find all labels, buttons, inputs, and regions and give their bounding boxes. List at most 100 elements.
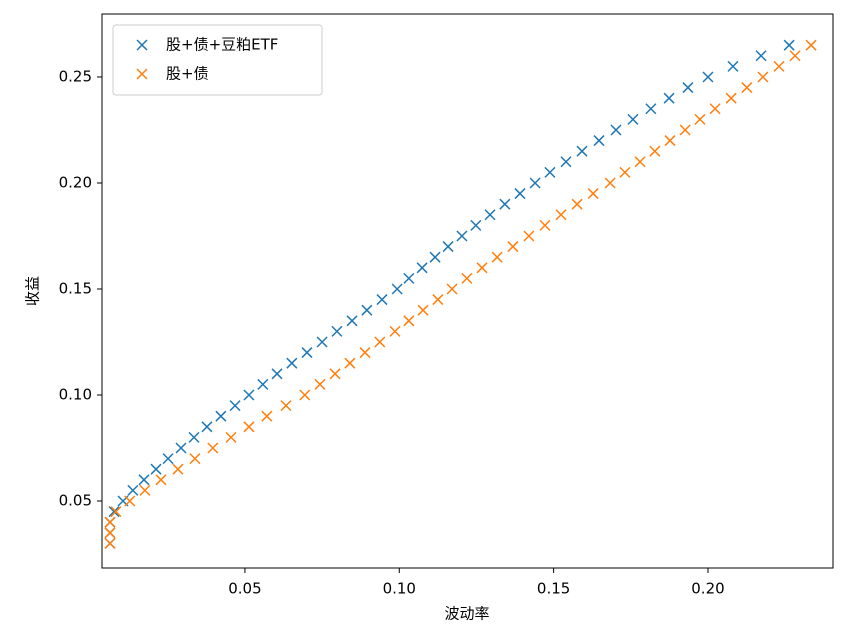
point bbox=[805, 39, 817, 51]
point bbox=[610, 124, 622, 136]
point bbox=[162, 453, 174, 465]
point bbox=[773, 60, 785, 72]
point bbox=[139, 484, 151, 496]
point bbox=[702, 71, 714, 83]
legend-marker bbox=[136, 39, 148, 51]
point bbox=[243, 389, 255, 401]
point bbox=[110, 506, 122, 518]
point bbox=[484, 209, 496, 221]
point bbox=[499, 198, 511, 210]
point bbox=[314, 378, 326, 390]
plot-frame bbox=[101, 13, 834, 569]
point bbox=[150, 463, 162, 475]
point bbox=[175, 442, 187, 454]
point bbox=[316, 336, 328, 348]
point bbox=[649, 145, 661, 157]
point bbox=[286, 357, 298, 369]
point bbox=[555, 209, 567, 221]
point bbox=[634, 156, 646, 168]
y-tick-label: 0.10 bbox=[59, 385, 92, 403]
point bbox=[229, 400, 241, 412]
point bbox=[783, 39, 795, 51]
point bbox=[403, 315, 415, 327]
point bbox=[108, 506, 120, 518]
x-tick-label: 0.20 bbox=[691, 580, 724, 598]
point bbox=[416, 262, 428, 274]
y-tick-label: 0.15 bbox=[59, 279, 92, 297]
point bbox=[757, 71, 769, 83]
point bbox=[789, 50, 801, 62]
point bbox=[207, 442, 219, 454]
point bbox=[391, 283, 403, 295]
point bbox=[755, 50, 767, 62]
y-tick-label: 0.05 bbox=[59, 492, 92, 510]
point bbox=[593, 135, 605, 147]
y-axis-label: 收益 bbox=[24, 276, 42, 306]
x-tick-label: 0.05 bbox=[228, 580, 261, 598]
point bbox=[470, 219, 482, 231]
point bbox=[344, 357, 356, 369]
point bbox=[257, 378, 269, 390]
point bbox=[576, 145, 588, 157]
point bbox=[476, 262, 488, 274]
legend-label: 股+债+豆粕ETF bbox=[166, 36, 278, 54]
y-tick-label: 0.25 bbox=[59, 67, 92, 85]
point bbox=[619, 166, 631, 178]
point bbox=[461, 272, 473, 284]
x-tick-label: 0.10 bbox=[383, 580, 416, 598]
point bbox=[694, 113, 706, 125]
point bbox=[539, 219, 551, 231]
point bbox=[331, 325, 343, 337]
point bbox=[188, 431, 200, 443]
point bbox=[442, 241, 454, 253]
point bbox=[491, 251, 503, 263]
point bbox=[301, 347, 313, 359]
legend-label: 股+债 bbox=[166, 65, 209, 83]
point bbox=[299, 389, 311, 401]
point bbox=[507, 241, 519, 253]
point bbox=[329, 368, 341, 380]
point bbox=[417, 304, 429, 316]
legend-box bbox=[112, 24, 323, 96]
point bbox=[741, 82, 753, 94]
point bbox=[679, 124, 691, 136]
point bbox=[374, 336, 386, 348]
point bbox=[271, 368, 283, 380]
point bbox=[104, 527, 116, 539]
point bbox=[663, 92, 675, 104]
point bbox=[571, 198, 583, 210]
point bbox=[155, 474, 167, 486]
point bbox=[725, 92, 737, 104]
point bbox=[587, 188, 599, 200]
point bbox=[446, 283, 458, 295]
point bbox=[346, 315, 358, 327]
point bbox=[456, 230, 468, 242]
point bbox=[514, 188, 526, 200]
point bbox=[709, 103, 721, 115]
point bbox=[523, 230, 535, 242]
point bbox=[604, 177, 616, 189]
point bbox=[215, 410, 227, 422]
point bbox=[361, 304, 373, 316]
point bbox=[225, 431, 237, 443]
point bbox=[201, 421, 213, 433]
y-tick-label: 0.20 bbox=[59, 173, 92, 191]
point bbox=[189, 453, 201, 465]
point bbox=[172, 463, 184, 475]
point bbox=[682, 82, 694, 94]
point bbox=[403, 272, 415, 284]
point bbox=[261, 410, 273, 422]
point bbox=[138, 474, 150, 486]
point bbox=[280, 400, 292, 412]
x-tick-label: 0.15 bbox=[537, 580, 570, 598]
point bbox=[243, 421, 255, 433]
point bbox=[359, 347, 371, 359]
legend-marker bbox=[136, 68, 148, 80]
point bbox=[376, 294, 388, 306]
point bbox=[432, 294, 444, 306]
x-axis-label: 波动率 bbox=[444, 605, 489, 623]
point bbox=[529, 177, 541, 189]
